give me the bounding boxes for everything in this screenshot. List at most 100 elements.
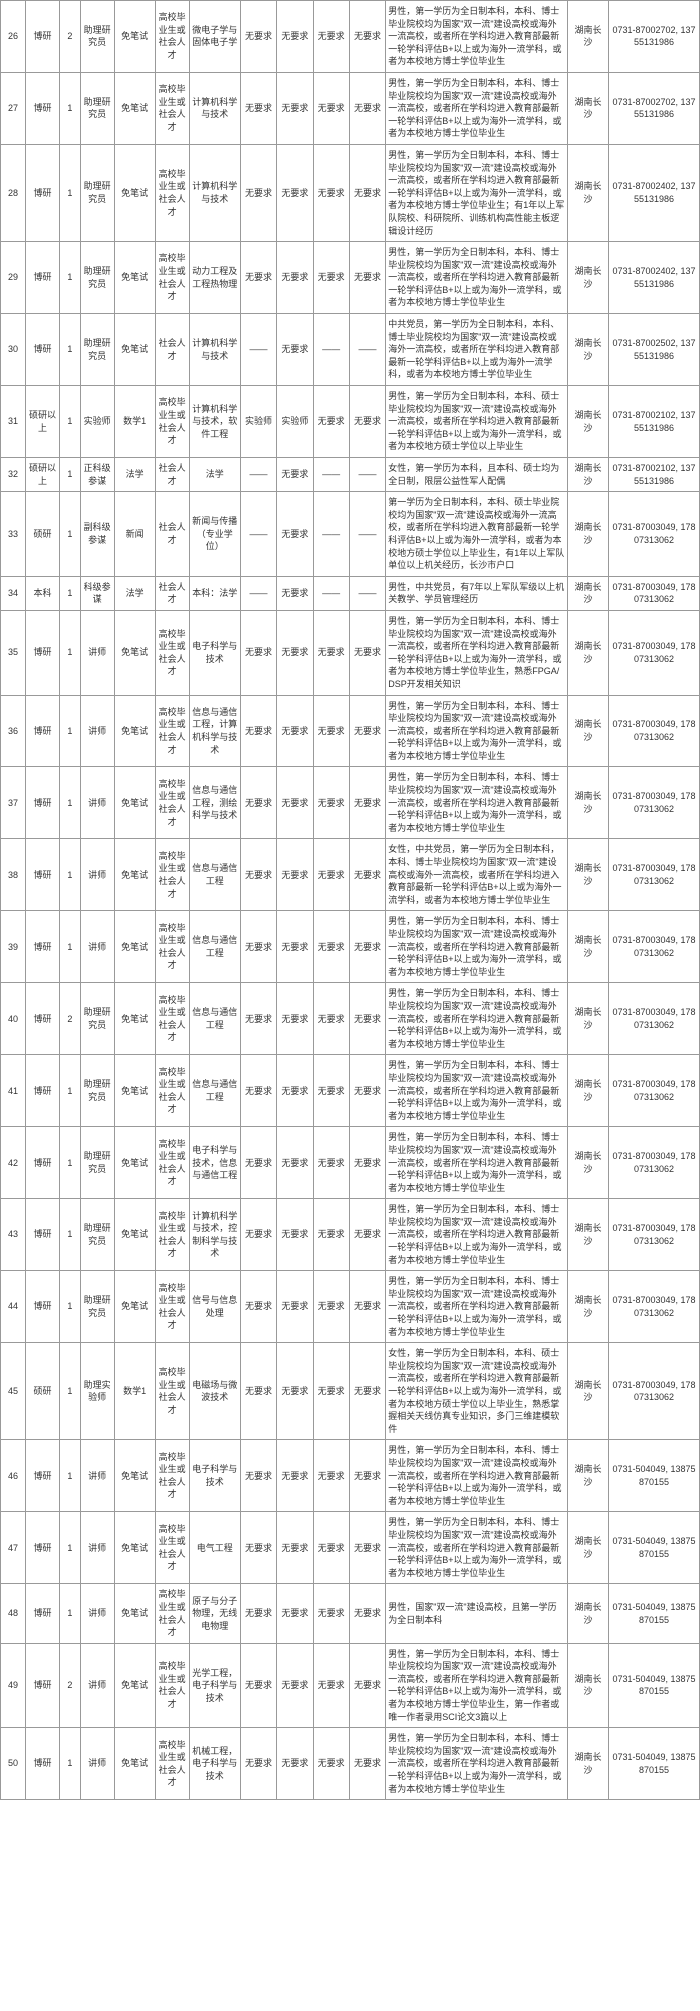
requirement-4: —— — [349, 458, 385, 492]
phone: 0731-87003049, 17807313062 — [608, 1271, 699, 1343]
education-level: 博研 — [26, 1643, 60, 1728]
requirement-3: 无要求 — [313, 911, 349, 983]
department: 免笔试 — [114, 1728, 155, 1800]
location: 湖南长沙 — [568, 1343, 609, 1440]
education-level: 硕研 — [26, 1343, 60, 1440]
requirement-3: 无要求 — [313, 983, 349, 1055]
headcount: 1 — [60, 1199, 80, 1271]
position: 助理研究员 — [80, 314, 114, 386]
requirement-2: 无要求 — [277, 144, 313, 241]
major: 计算机科学与技术，软件工程 — [189, 386, 240, 458]
major: 计算机科学与技术 — [189, 314, 240, 386]
row-index: 31 — [1, 386, 26, 458]
department: 法学 — [114, 576, 155, 610]
table-row: 27博研1助理研究员免笔试高校毕业生或社会人才计算机科学与技术无要求无要求无要求… — [1, 72, 700, 144]
requirement-4: 无要求 — [349, 1343, 385, 1440]
position: 实验师 — [80, 386, 114, 458]
category: 高校毕业生或社会人才 — [155, 911, 189, 983]
requirement-4: —— — [349, 576, 385, 610]
requirement-2: 无要求 — [277, 72, 313, 144]
remark: 男性，第一学历为全日制本科，本科、博士毕业院校均为国家"双一流"建设高校或海外一… — [386, 1055, 568, 1127]
education-level: 博研 — [26, 839, 60, 911]
requirement-2: 无要求 — [277, 1512, 313, 1584]
requirement-1: 无要求 — [240, 1643, 276, 1728]
table-row: 37博研1讲师免笔试高校毕业生或社会人才信息与通信工程，测绘科学与技术无要求无要… — [1, 767, 700, 839]
requirement-1: —— — [240, 314, 276, 386]
position: 讲师 — [80, 839, 114, 911]
requirement-4: —— — [349, 314, 385, 386]
headcount: 1 — [60, 610, 80, 695]
requirement-2: 无要求 — [277, 242, 313, 314]
major: 信息与通信工程 — [189, 839, 240, 911]
requirement-2: 无要求 — [277, 1584, 313, 1643]
table-row: 33硕研1副科级参谋新闻社会人才新闻与传播（专业学位）——无要求————第一学历… — [1, 492, 700, 577]
requirement-4: 无要求 — [349, 1, 385, 73]
education-level: 硕研 — [26, 492, 60, 577]
row-index: 38 — [1, 839, 26, 911]
remark: 男性，第一学历为全日制本科，本科、博士毕业院校均为国家"双一流"建设高校或海外一… — [386, 144, 568, 241]
requirement-2: 无要求 — [277, 1, 313, 73]
requirement-3: 无要求 — [313, 386, 349, 458]
department: 免笔试 — [114, 839, 155, 911]
row-index: 29 — [1, 242, 26, 314]
position: 讲师 — [80, 767, 114, 839]
requirement-1: —— — [240, 458, 276, 492]
headcount: 1 — [60, 839, 80, 911]
requirement-3: 无要求 — [313, 1728, 349, 1800]
education-level: 博研 — [26, 1512, 60, 1584]
remark: 中共党员，第一学历为全日制本科，本科、博士毕业院校均为国家"双一流"建设高校或海… — [386, 314, 568, 386]
phone: 0731-87003049, 17807313062 — [608, 492, 699, 577]
requirement-3: 无要求 — [313, 1199, 349, 1271]
major: 计算机科学与技术 — [189, 144, 240, 241]
remark: 男性，第一学历为全日制本科，本科、博士毕业院校均为国家"双一流"建设高校或海外一… — [386, 911, 568, 983]
requirement-4: 无要求 — [349, 695, 385, 767]
category: 高校毕业生或社会人才 — [155, 242, 189, 314]
table-row: 46博研1讲师免笔试高校毕业生或社会人才电子科学与技术无要求无要求无要求无要求男… — [1, 1440, 700, 1512]
requirement-2: 无要求 — [277, 911, 313, 983]
requirement-3: 无要求 — [313, 1512, 349, 1584]
location: 湖南长沙 — [568, 386, 609, 458]
position: 助理研究员 — [80, 1271, 114, 1343]
major: 原子与分子物理，无线电物理 — [189, 1584, 240, 1643]
requirement-1: 无要求 — [240, 1127, 276, 1199]
table-row: 45硕研1助理实验师数学1高校毕业生或社会人才电磁场与微波技术无要求无要求无要求… — [1, 1343, 700, 1440]
major: 信息与通信工程，计算机科学与技术 — [189, 695, 240, 767]
row-index: 34 — [1, 576, 26, 610]
requirement-4: 无要求 — [349, 1055, 385, 1127]
requirement-1: 无要求 — [240, 1584, 276, 1643]
remark: 男性，第一学历为全日制本科，本科、博士毕业院校均为国家"双一流"建设高校或海外一… — [386, 610, 568, 695]
row-index: 48 — [1, 1584, 26, 1643]
remark: 男性，第一学历为全日制本科，本科、博士毕业院校均为国家"双一流"建设高校或海外一… — [386, 695, 568, 767]
department: 免笔试 — [114, 1643, 155, 1728]
requirement-2: 实验师 — [277, 386, 313, 458]
headcount: 2 — [60, 983, 80, 1055]
position: 助理研究员 — [80, 72, 114, 144]
category: 高校毕业生或社会人才 — [155, 72, 189, 144]
phone: 0731-87003049, 17807313062 — [608, 576, 699, 610]
department: 免笔试 — [114, 1127, 155, 1199]
major: 计算机科学与技术，控制科学与技术 — [189, 1199, 240, 1271]
requirement-1: 无要求 — [240, 695, 276, 767]
requirement-3: 无要求 — [313, 839, 349, 911]
location: 湖南长沙 — [568, 767, 609, 839]
location: 湖南长沙 — [568, 1271, 609, 1343]
phone: 0731-87003049, 17807313062 — [608, 1055, 699, 1127]
location: 湖南长沙 — [568, 1643, 609, 1728]
location: 湖南长沙 — [568, 610, 609, 695]
phone: 0731-504049, 13875870155 — [608, 1584, 699, 1643]
row-index: 37 — [1, 767, 26, 839]
location: 湖南长沙 — [568, 72, 609, 144]
department: 免笔试 — [114, 1055, 155, 1127]
headcount: 1 — [60, 911, 80, 983]
requirement-3: 无要求 — [313, 72, 349, 144]
location: 湖南长沙 — [568, 144, 609, 241]
education-level: 博研 — [26, 1440, 60, 1512]
requirement-3: 无要求 — [313, 695, 349, 767]
requirement-1: 无要求 — [240, 1055, 276, 1127]
requirement-4: 无要求 — [349, 386, 385, 458]
headcount: 1 — [60, 492, 80, 577]
requirement-4: 无要求 — [349, 242, 385, 314]
row-index: 32 — [1, 458, 26, 492]
headcount: 1 — [60, 695, 80, 767]
row-index: 35 — [1, 610, 26, 695]
